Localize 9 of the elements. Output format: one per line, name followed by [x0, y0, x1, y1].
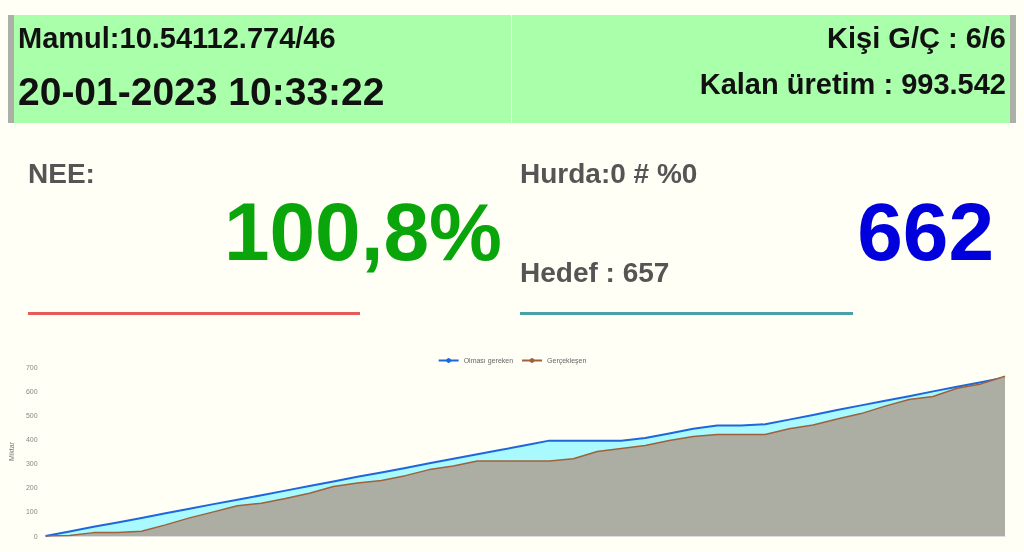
- text: 100,8%: [223, 185, 502, 279]
- text: Hedef : 657: [520, 257, 670, 290]
- text: Hurda:0 # %0: [520, 158, 698, 191]
- text: Kişi G/Ç : 6/6: [827, 22, 1006, 56]
- text: 20-01-2023 10:33:22: [18, 70, 385, 115]
- text: Kalan üretim : 993.542: [699, 68, 1006, 102]
- text: NEE:: [28, 158, 95, 191]
- text: 662: [857, 185, 994, 279]
- text: Mamul:10.54112.774/46: [18, 22, 336, 56]
